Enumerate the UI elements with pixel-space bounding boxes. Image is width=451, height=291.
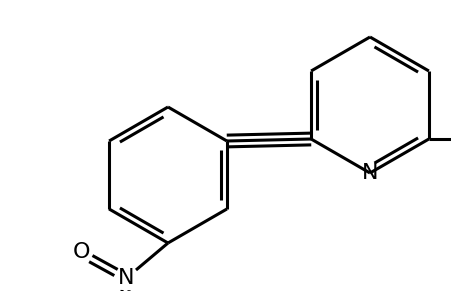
Text: N: N	[361, 163, 377, 183]
Text: O: O	[73, 242, 91, 262]
Text: N: N	[118, 268, 134, 288]
